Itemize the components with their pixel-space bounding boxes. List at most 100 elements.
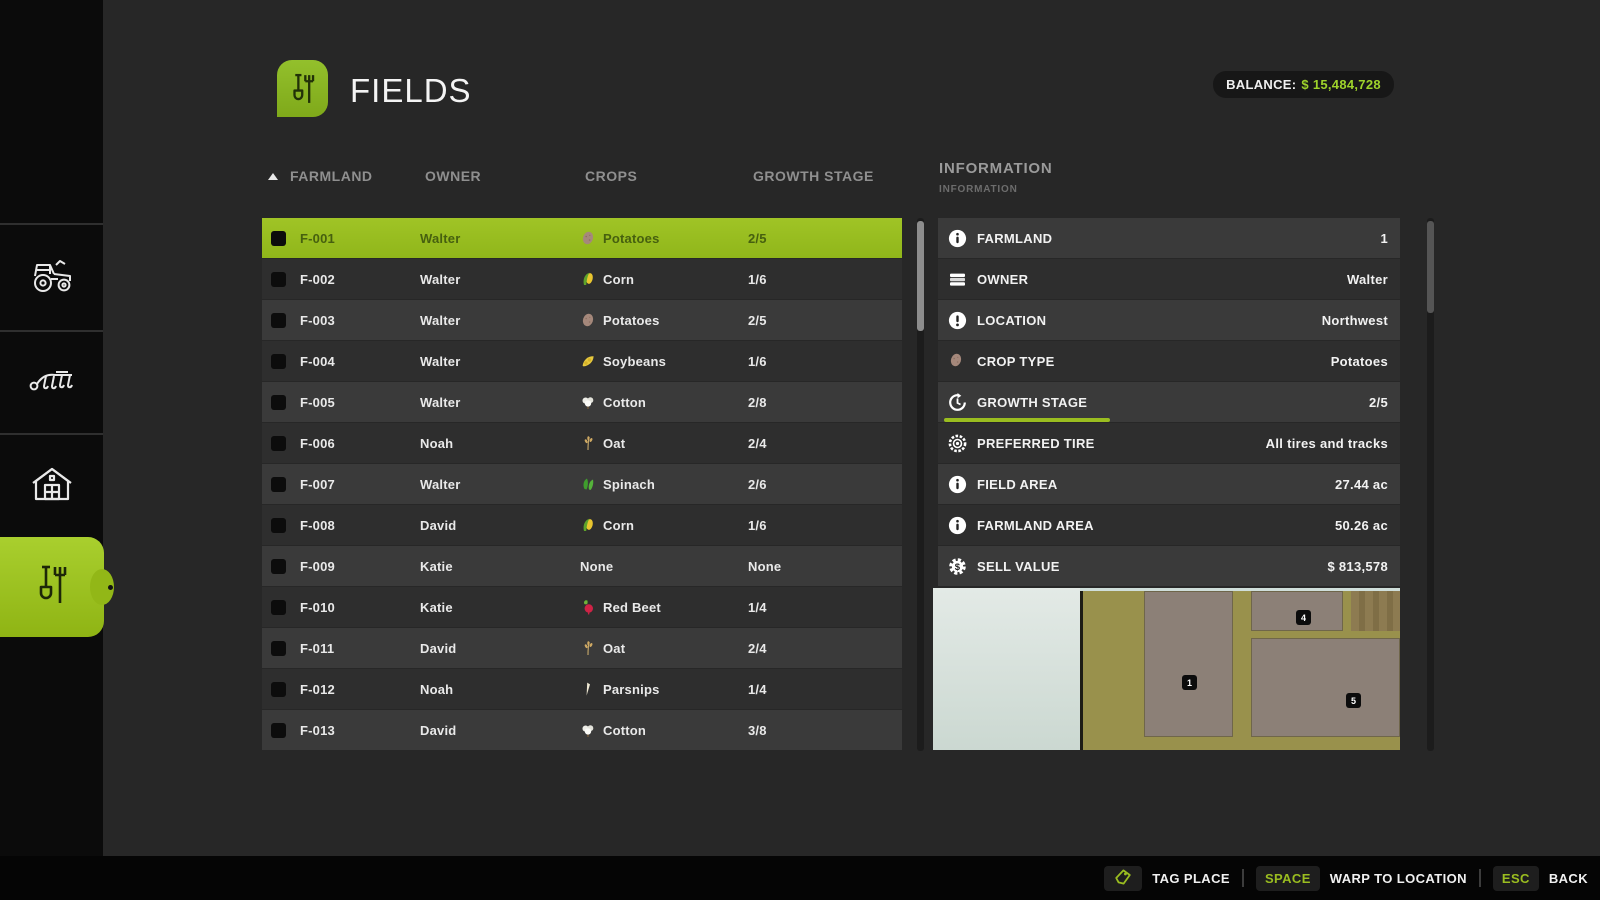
info-row-farmland-area: FARMLAND AREA 50.26 ac bbox=[938, 505, 1400, 545]
field-growth: 1/6 bbox=[748, 271, 767, 287]
field-id: F-004 bbox=[300, 353, 335, 369]
field-crop-label: Soybeans bbox=[603, 353, 667, 369]
tractor-icon bbox=[29, 256, 75, 299]
balance-label: BALANCE: bbox=[1226, 77, 1297, 92]
field-owner: Katie bbox=[420, 599, 453, 615]
sidebar-divider bbox=[0, 330, 103, 332]
field-crop-label: Oat bbox=[603, 640, 626, 656]
field-row-F-011[interactable]: F-011 David Oat 2/4 bbox=[262, 628, 902, 668]
field-number-badge-4[interactable]: 4 bbox=[1296, 610, 1311, 625]
field-id: F-012 bbox=[300, 681, 335, 697]
column-header-crops[interactable]: CROPS bbox=[585, 168, 638, 184]
keybind-footer: TAG PLACE SPACE WARP TO LOCATION ESC BACK bbox=[0, 856, 1600, 900]
growth-icon bbox=[948, 392, 967, 412]
info-label: SELL VALUE bbox=[977, 558, 1060, 574]
field-crop: Spinach bbox=[580, 476, 748, 492]
sidebar-item-fields-active[interactable] bbox=[0, 537, 104, 637]
keybind-hint-warp-to-location[interactable]: SPACE WARP TO LOCATION bbox=[1255, 865, 1467, 891]
field-crop: Corn bbox=[580, 271, 748, 287]
field-row-F-008[interactable]: F-008 David Corn 1/6 bbox=[262, 505, 902, 545]
field-crop: Cotton bbox=[580, 722, 748, 738]
info-panel-title: INFORMATION bbox=[939, 160, 1053, 177]
info-scrollbar-thumb[interactable] bbox=[1427, 221, 1434, 313]
hint-divider bbox=[1478, 869, 1481, 887]
field-crop: Red Beet bbox=[580, 599, 748, 615]
field-row-F-007[interactable]: F-007 Walter Spinach 2/6 bbox=[262, 464, 902, 504]
keybind-hint-back[interactable]: ESC BACK bbox=[1492, 865, 1588, 891]
field-crop-label: Oat bbox=[603, 435, 626, 451]
field-id: F-005 bbox=[300, 394, 335, 410]
redbeet-icon bbox=[580, 599, 596, 615]
sidebar-item-vehicles[interactable] bbox=[0, 227, 103, 327]
row-checkbox[interactable] bbox=[271, 640, 286, 656]
field-row-F-005[interactable]: F-005 Walter Cotton 2/8 bbox=[262, 382, 902, 422]
field-row-F-009[interactable]: F-009 Katie None None bbox=[262, 546, 902, 586]
oat-icon bbox=[580, 435, 596, 451]
field-growth: 3/8 bbox=[748, 722, 767, 738]
field-growth: None bbox=[748, 558, 782, 574]
field-row-F-012[interactable]: F-012 Noah Parsnips 1/4 bbox=[262, 669, 902, 709]
minimap-border bbox=[1080, 588, 1083, 750]
field-row-F-001[interactable]: F-001 Walter Potatoes 2/5 bbox=[262, 218, 902, 258]
field-crop: Oat bbox=[580, 640, 748, 656]
sidebar-item-buildings[interactable] bbox=[0, 436, 103, 536]
field-crop-label: Cotton bbox=[603, 394, 647, 410]
row-checkbox[interactable] bbox=[271, 271, 286, 287]
row-checkbox[interactable] bbox=[271, 599, 286, 615]
table-scrollbar-thumb[interactable] bbox=[917, 221, 924, 331]
growth-progress-bar bbox=[944, 418, 1111, 422]
info-label: PREFERRED TIRE bbox=[977, 435, 1095, 451]
column-header-farmland[interactable]: FARMLAND bbox=[290, 168, 373, 184]
table-header: FARMLAND OWNER CROPS GROWTH STAGE bbox=[262, 166, 902, 186]
field-row-F-006[interactable]: F-006 Noah Oat 2/4 bbox=[262, 423, 902, 463]
tag-icon bbox=[1113, 867, 1133, 890]
row-checkbox[interactable] bbox=[271, 435, 286, 451]
row-checkbox[interactable] bbox=[271, 353, 286, 369]
field-row-F-013[interactable]: F-013 David Cotton 3/8 bbox=[262, 710, 902, 750]
field-growth: 2/5 bbox=[748, 230, 767, 246]
row-checkbox[interactable] bbox=[271, 517, 286, 533]
info-row-sell-value: $ SELL VALUE $ 813,578 bbox=[938, 546, 1400, 586]
info-row-location: LOCATION Northwest bbox=[938, 300, 1400, 340]
sidebar-item-implements[interactable] bbox=[0, 332, 103, 432]
field-id: F-001 bbox=[300, 230, 335, 246]
field-crop-label: Potatoes bbox=[603, 312, 660, 328]
field-id: F-009 bbox=[300, 558, 335, 574]
row-checkbox[interactable] bbox=[271, 312, 286, 328]
cotton-icon bbox=[580, 394, 596, 410]
field-row-F-010[interactable]: F-010 Katie Red Beet 1/4 bbox=[262, 587, 902, 627]
field-owner: Noah bbox=[420, 435, 454, 451]
field-growth: 1/4 bbox=[748, 681, 767, 697]
info-label: GROWTH STAGE bbox=[977, 394, 1088, 410]
sidebar-divider bbox=[0, 223, 103, 225]
field-minimap[interactable]: 1 4 5 bbox=[933, 588, 1400, 750]
row-checkbox[interactable] bbox=[271, 230, 286, 246]
row-checkbox[interactable] bbox=[271, 394, 286, 410]
key-pill: SPACE bbox=[1255, 865, 1320, 891]
field-number-badge-1[interactable]: 1 bbox=[1182, 675, 1197, 690]
potato-icon bbox=[580, 312, 596, 328]
info-label: OWNER bbox=[977, 271, 1029, 287]
hint-label: TAG PLACE bbox=[1152, 870, 1230, 886]
info-scrollbar-track[interactable] bbox=[1427, 218, 1434, 751]
field-row-F-002[interactable]: F-002 Walter Corn 1/6 bbox=[262, 259, 902, 299]
field-crop-label: Potatoes bbox=[603, 230, 660, 246]
row-checkbox[interactable] bbox=[271, 681, 286, 697]
row-checkbox[interactable] bbox=[271, 476, 286, 492]
field-crop: Parsnips bbox=[580, 681, 748, 697]
info-value: Walter bbox=[1346, 271, 1388, 287]
info-icon bbox=[948, 516, 967, 535]
column-header-owner[interactable]: OWNER bbox=[425, 168, 482, 184]
keybind-hint-tag-place[interactable]: TAG PLACE bbox=[1104, 865, 1230, 891]
table-scrollbar-track[interactable] bbox=[917, 218, 924, 751]
row-checkbox[interactable] bbox=[271, 558, 286, 574]
field-row-F-004[interactable]: F-004 Walter Soybeans 1/6 bbox=[262, 341, 902, 381]
info-value: 27.44 ac bbox=[1334, 476, 1388, 492]
column-header-growth-stage[interactable]: GROWTH STAGE bbox=[753, 168, 874, 184]
field-row-F-003[interactable]: F-003 Walter Potatoes 2/5 bbox=[262, 300, 902, 340]
alert-icon bbox=[948, 311, 967, 330]
field-number-badge-5[interactable]: 5 bbox=[1346, 693, 1361, 708]
parsnip-icon bbox=[580, 681, 596, 697]
row-checkbox[interactable] bbox=[271, 722, 286, 738]
page-title: FIELDS bbox=[350, 72, 472, 109]
